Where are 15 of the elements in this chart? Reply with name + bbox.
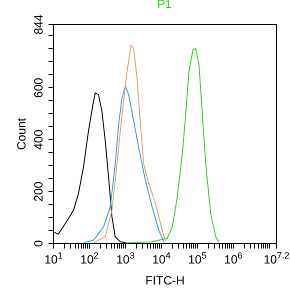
y-tick-label: 844 bbox=[32, 14, 46, 35]
x-tick-label: 10$^{6}$ bbox=[224, 250, 243, 266]
y-axis-title: Count bbox=[14, 117, 28, 150]
y-tick-label: 600 bbox=[32, 77, 46, 98]
x-tick-label: 10$^{7.2}$ bbox=[264, 250, 290, 266]
y-tick-label: 0 bbox=[32, 240, 46, 247]
x-tick-label: 10$^{4}$ bbox=[152, 250, 171, 266]
x-tick-label: 10$^{1}$ bbox=[44, 250, 63, 266]
x-tick-label: 10$^{5}$ bbox=[188, 250, 207, 266]
chart-title: P1 bbox=[157, 0, 172, 11]
y-tick-label: 200 bbox=[32, 181, 46, 202]
x-tick-label: 10$^{2}$ bbox=[80, 250, 99, 266]
x-axis-title: FITC-H bbox=[145, 274, 185, 288]
x-tick-label: 10$^{3}$ bbox=[116, 250, 135, 266]
y-tick-label: 400 bbox=[32, 129, 46, 150]
